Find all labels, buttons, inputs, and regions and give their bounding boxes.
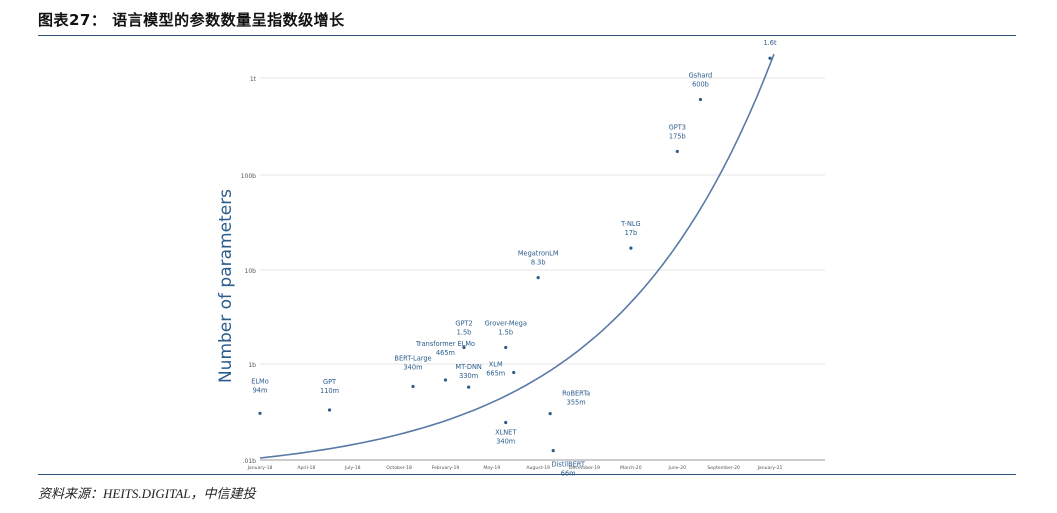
data-point-marker xyxy=(536,276,540,280)
model-size-label: 94m xyxy=(253,386,268,394)
model-size-label: 1.5b xyxy=(498,328,513,336)
y-tick-label: 1t xyxy=(250,76,257,83)
footer-divider xyxy=(38,474,1016,475)
grid-lines xyxy=(260,77,825,461)
x-tick-label: April-18 xyxy=(297,465,315,471)
x-tick-label: September-20 xyxy=(707,465,740,471)
x-tick-label: January-21 xyxy=(757,465,783,471)
x-tick-label: March-20 xyxy=(620,465,642,471)
model-size-label: 330m xyxy=(459,372,478,380)
model-size-label: 465m xyxy=(436,349,455,357)
data-point-marker xyxy=(411,384,415,389)
data-point-marker xyxy=(443,378,448,382)
header-divider xyxy=(38,35,1016,36)
source-note: 资料来源：HEITS.DIGITAL，中信建投 xyxy=(38,486,256,501)
figure-header: 图表27： 语言模型的参数数量呈指数级增长 xyxy=(0,0,1057,38)
model-size-label: 17b xyxy=(625,229,638,237)
model-name-label: DistilBERT xyxy=(551,461,585,469)
model-size-label: 1.6t xyxy=(763,39,776,47)
data-point-marker xyxy=(462,345,466,350)
model-size-label: 340m xyxy=(403,363,422,371)
y-tick-labels: .01b 1b 10b 100b 1t xyxy=(241,76,257,465)
model-size-label: 66m xyxy=(561,470,576,476)
model-name-label: T-NLG xyxy=(620,220,641,228)
model-size-label: 175b xyxy=(669,132,686,140)
data-point-marker xyxy=(467,385,471,389)
model-name-label: GPT3 xyxy=(669,123,686,131)
model-size-label: 340m xyxy=(496,437,515,445)
model-size-label: 8.3b xyxy=(531,259,546,267)
data-point-marker xyxy=(512,370,516,375)
y-tick-label: 1b xyxy=(248,362,256,369)
model-point: Switch-C1.6t xyxy=(756,30,785,60)
x-tick-label: August-19 xyxy=(526,465,550,471)
chart-container: .01b 1b 10b 100b 1t January-18 April-18 July-1… xyxy=(200,30,840,478)
data-point-marker xyxy=(675,149,679,154)
model-name-label: Switch-C xyxy=(756,36,785,38)
x-tick-label: June-20 xyxy=(668,465,687,471)
model-name-label: XLM xyxy=(489,361,503,369)
data-point-marker xyxy=(258,411,262,415)
growth-curve xyxy=(259,53,775,459)
data-point-marker xyxy=(327,408,332,412)
model-name-label: GPT2 xyxy=(455,319,472,327)
parameter-growth-chart: .01b 1b 10b 100b 1t January-18 April-18 July-1… xyxy=(216,30,825,478)
x-tick-label: February-19 xyxy=(432,465,460,471)
data-point-marker xyxy=(551,449,555,453)
model-size-label: 1.5b xyxy=(457,328,472,336)
y-axis-label: Number of parameters xyxy=(216,189,236,383)
x-tick-label: May-19 xyxy=(483,465,500,471)
model-size-label: 355m xyxy=(567,399,586,407)
x-tick-label: December-19 xyxy=(569,465,600,471)
data-point-marker xyxy=(504,420,508,425)
y-tick-label: 10b xyxy=(245,268,257,275)
model-size-label: 110m xyxy=(320,387,339,395)
model-name-label: ELMo xyxy=(251,377,269,385)
model-size-label: 665m xyxy=(486,370,505,378)
model-name-label: Grover-Mega xyxy=(485,319,527,327)
model-name-label: MegatronLM xyxy=(518,250,559,258)
model-name-label: GPT xyxy=(323,378,337,386)
model-name-label: Gshard xyxy=(689,72,713,80)
data-point-marker xyxy=(629,246,633,250)
model-name-label: RoBERTa xyxy=(562,390,590,398)
model-name-label: BERT-Large xyxy=(394,354,431,362)
model-name-label: XLNET xyxy=(495,428,517,436)
data-point-marker xyxy=(504,345,508,350)
data-point-marker xyxy=(698,97,703,102)
model-name-label: MT-DNN xyxy=(455,363,481,371)
x-tick-label: October-18 xyxy=(386,465,412,471)
y-tick-label: .01b xyxy=(243,458,257,465)
y-tick-label: 100b xyxy=(241,173,256,180)
figure-title: 图表27： 语言模型的参数数量呈指数级增长 xyxy=(38,11,345,29)
model-size-label: 600b xyxy=(692,81,709,89)
x-tick-labels: January-18 April-18 July-18 October-18 Febru… xyxy=(247,465,783,471)
model-name-label: Transformer ELMo xyxy=(415,340,475,348)
x-tick-label: July-18 xyxy=(344,465,361,471)
data-point-marker xyxy=(548,411,552,416)
x-tick-label: January-18 xyxy=(247,465,273,471)
data-point-marker xyxy=(768,56,772,60)
model-points: ELMo94mGPT110mBERT-Large340mTransformer … xyxy=(251,30,785,478)
